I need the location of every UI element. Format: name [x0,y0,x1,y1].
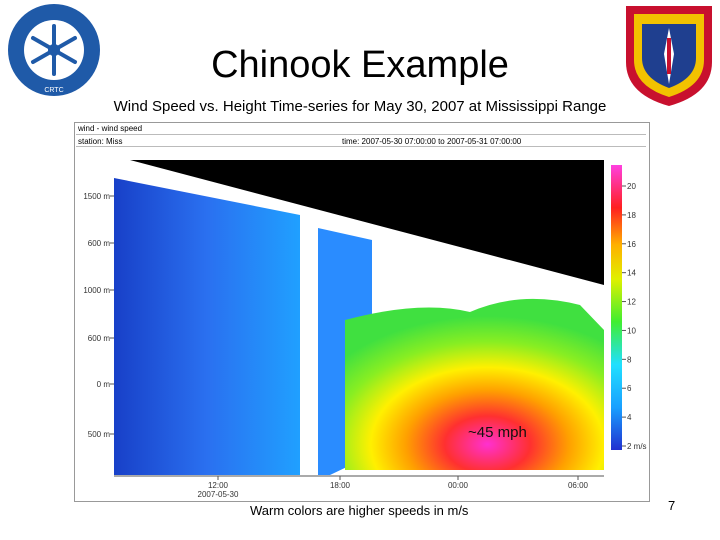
no-data-region [130,160,604,285]
colorbar-tick-label: 16 [627,240,636,249]
y-tick-label: 500 m [88,430,111,439]
y-tick-label: 600 m [88,239,111,248]
colorbar-tick-label: 14 [627,269,636,278]
colorbar-tick-label: 6 [627,384,632,393]
y-tick-label: 1500 m [83,192,110,201]
slide-subtitle: Wind Speed vs. Height Time-series for Ma… [113,98,607,115]
low-speed-region-left [114,178,300,475]
slide-caption: Warm colors are higher speeds in m/s [250,503,469,518]
x-tick-label: 12:00 [208,481,229,490]
x-tick-label: 00:00 [448,481,469,490]
colorbar-tick-label: 10 [627,326,636,335]
plot-header-divider-2 [76,146,646,147]
plot-header-title: wind - wind speed [78,124,143,133]
colorbar-tick-label: 20 [627,182,636,191]
plot-header-time-range: time: 2007-05-30 07:00:00 to 2007-05-31 … [342,137,522,146]
plot-header-divider [76,134,646,135]
slide-title: Chinook Example [211,44,509,86]
data-gap [300,232,318,475]
page-number: 7 [668,498,676,513]
cold-regions-logo: CRTC [8,4,100,96]
x-subtick-label: 2007-05-30 [198,490,239,499]
colorbar-tick-label: 12 [627,298,636,307]
colorbar-tick-label: 18 [627,211,636,220]
colorbar-ticks: 20 18 16 14 12 10 8 6 4 2 m/s [622,182,647,451]
colorbar-tick-label: 2 m/s [627,442,647,451]
x-tick-label: 18:00 [330,481,351,490]
x-tick-label: 06:00 [568,481,589,490]
chinook-jet-region [345,298,604,470]
y-axis-ticks: 1500 m 600 m 1000 m 600 m 0 m 500 m [83,192,114,439]
y-tick-label: 0 m [97,380,111,389]
colorbar-tick-label: 8 [627,355,632,364]
speed-annotation: ~45 mph [468,424,527,441]
colorbar-tick-label: 4 [627,413,632,422]
svg-text:CRTC: CRTC [44,87,63,94]
colorbar [611,165,622,450]
y-tick-label: 600 m [88,334,111,343]
plot-header-station: station: Miss [78,137,123,146]
y-tick-label: 1000 m [83,286,110,295]
army-shield-logo [626,6,712,106]
